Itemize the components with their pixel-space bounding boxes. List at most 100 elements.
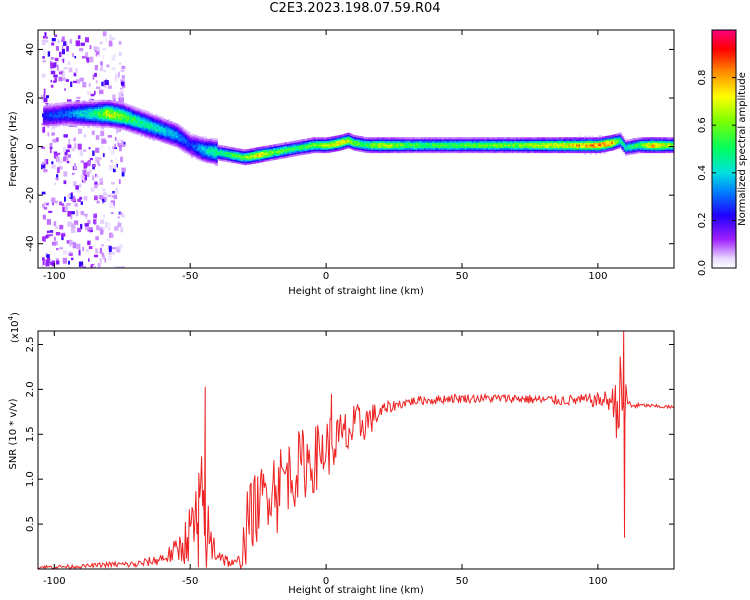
- heatmap-cell: [88, 227, 93, 232]
- heatmap-cell: [43, 116, 46, 119]
- heatmap-cell: [127, 114, 130, 117]
- heatmap-cell: [580, 150, 582, 154]
- heatmap-cell: [178, 124, 180, 127]
- heatmap-cell: [110, 112, 112, 115]
- heatmap-cell: [453, 149, 456, 152]
- heatmap-cell: [80, 211, 85, 216]
- heatmap-cell: [384, 150, 387, 154]
- heatmap-cell: [588, 137, 591, 140]
- heatmap-cell: [534, 139, 536, 142]
- heatmap-cell: [61, 102, 63, 105]
- heatmap-cell: [81, 120, 84, 123]
- heatmap-cell: [135, 119, 138, 122]
- heatmap-cell: [366, 139, 369, 142]
- heatmap-cell: [324, 150, 327, 154]
- heatmap-cell: [57, 104, 59, 107]
- heatmap-cell: [133, 130, 135, 133]
- heatmap-cell: [512, 140, 515, 143]
- heatmap-cell: [563, 147, 566, 150]
- heatmap-cell: [294, 140, 297, 143]
- heatmap-cell: [292, 142, 294, 145]
- heatmap-cell: [490, 140, 493, 143]
- heatmap-cell: [550, 142, 553, 145]
- heatmap-cell: [563, 140, 566, 143]
- heatmap-cell: [463, 145, 466, 148]
- heatmap-cell: [452, 140, 455, 143]
- heatmap-cell: [264, 147, 267, 150]
- heatmap-cell: [328, 150, 331, 153]
- heatmap-cell: [183, 135, 186, 138]
- heatmap-cell: [55, 111, 58, 114]
- heatmap-cell: [53, 153, 59, 159]
- heatmap-cell: [105, 111, 108, 114]
- heatmap-cell: [145, 120, 148, 123]
- heatmap-cell: [513, 142, 516, 145]
- heatmap-cell: [307, 143, 309, 146]
- heatmap-cell: [206, 153, 209, 157]
- heatmap-cell: [546, 147, 549, 150]
- heatmap-cell: [188, 149, 191, 152]
- heatmap-cell: [368, 145, 370, 148]
- heatmap-cell: [576, 147, 578, 150]
- heatmap-cell: [164, 122, 167, 125]
- heatmap-cell: [120, 110, 123, 113]
- heatmap-cell: [108, 101, 111, 104]
- heatmap-cell: [92, 74, 95, 80]
- heatmap-cell: [251, 155, 254, 158]
- heatmap-cell: [334, 139, 337, 142]
- heatmap-cell: [114, 119, 116, 122]
- heatmap-cell: [593, 139, 596, 142]
- heatmap-cell: [175, 128, 178, 131]
- heatmap-cell: [84, 108, 86, 111]
- heatmap-cell: [202, 154, 205, 157]
- heatmap-cell: [141, 117, 144, 120]
- heatmap-cell: [118, 106, 120, 109]
- heatmap-cell: [383, 149, 385, 152]
- heatmap-cell: [112, 100, 115, 103]
- heatmap-cell: [171, 142, 173, 145]
- heatmap-cell: [391, 142, 394, 145]
- heatmap-cell: [505, 149, 508, 152]
- heatmap-cell: [443, 139, 445, 142]
- heatmap-cell: [228, 150, 231, 153]
- heatmap-cell: [123, 128, 126, 131]
- heatmap-cell: [496, 150, 498, 154]
- heatmap-cell: [232, 152, 235, 155]
- heatmap-cell: [599, 149, 602, 152]
- heatmap-cell: [96, 111, 99, 114]
- heatmap-cell: [525, 145, 528, 148]
- heatmap-cell: [114, 111, 116, 114]
- heatmap-cell: [168, 127, 171, 130]
- heatmap-cell: [407, 139, 410, 142]
- heatmap-cell: [301, 147, 304, 150]
- heatmap-cell: [443, 142, 445, 145]
- heatmap-cell: [116, 103, 119, 106]
- heatmap-cell: [99, 99, 101, 103]
- heatmap-cell: [111, 181, 115, 185]
- heatmap-cell: [419, 137, 422, 140]
- heatmap-cell: [493, 145, 496, 148]
- heatmap-cell: [568, 145, 570, 148]
- heatmap-cell: [82, 123, 85, 126]
- heatmap-cell: [175, 126, 178, 129]
- heatmap-cell: [89, 118, 92, 121]
- heatmap-cell: [311, 141, 313, 144]
- heatmap-cell: [525, 149, 528, 152]
- heatmap-cell: [211, 148, 214, 151]
- heatmap-cell: [104, 120, 107, 123]
- heatmap-cell: [118, 71, 120, 78]
- heatmap-cell: [110, 118, 112, 122]
- heatmap-cell: [104, 108, 107, 111]
- heatmap-cell: [258, 152, 260, 155]
- heatmap-cell: [491, 150, 494, 154]
- heatmap-cell: [211, 144, 214, 147]
- heatmap-cell: [199, 157, 202, 160]
- heatmap-cell: [197, 154, 199, 157]
- heatmap-cell: [580, 142, 582, 145]
- heatmap-cell: [316, 144, 319, 147]
- heatmap-cell: [543, 137, 546, 140]
- heatmap-cell: [205, 150, 207, 153]
- heatmap-cell: [114, 112, 116, 115]
- heatmap-cell: [214, 158, 217, 161]
- heatmap-cell: [112, 193, 115, 196]
